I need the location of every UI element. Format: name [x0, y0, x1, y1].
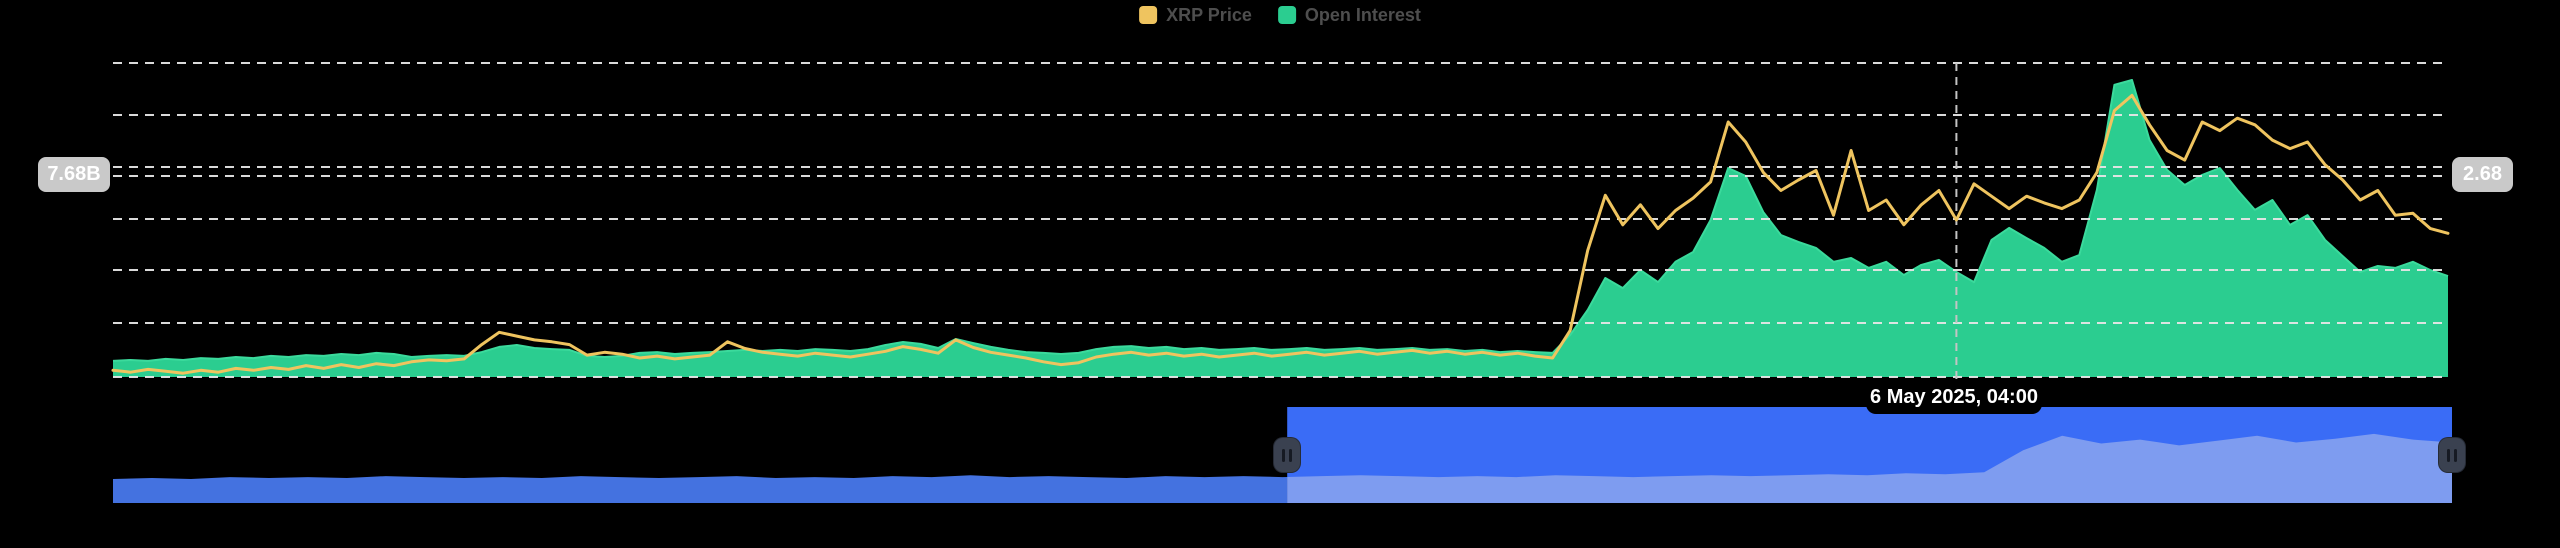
legend-item-xrp-price[interactable]: XRP Price [1139, 6, 1252, 24]
legend-label-open-interest: Open Interest [1304, 5, 1421, 25]
open-interest-swatch-icon [1277, 6, 1296, 24]
left-axis-value-badge: 7.68B [38, 157, 110, 192]
open-interest-area-edge [112, 79, 2449, 362]
xrp-price-line-series [111, 93, 2450, 375]
navigator-area-unselected[interactable] [113, 434, 2452, 503]
handle-grip-icon [2447, 448, 2450, 462]
legend-label-xrp-price: XRP Price [1166, 5, 1252, 25]
right-axis-value-badge: 2.68 [2452, 157, 2513, 192]
handle-grip-icon [1289, 448, 1292, 462]
navigator[interactable] [113, 407, 2452, 503]
horizontal-gridlines [113, 62, 2448, 378]
navigator-handle-right[interactable] [2439, 438, 2465, 472]
xrp-price-swatch-icon [1139, 6, 1158, 24]
crosshair-date-tooltip: 6 May 2025, 04:00 [1866, 381, 2042, 414]
legend: XRP Price Open Interest [1139, 6, 1421, 24]
handle-grip-icon [2454, 448, 2457, 462]
handle-grip-icon [1282, 448, 1285, 462]
open-interest-area-series [113, 80, 2448, 377]
navigator-handle-left[interactable] [1274, 438, 1300, 472]
navigator-area-selected[interactable] [113, 433, 2452, 503]
legend-item-open-interest[interactable]: Open Interest [1277, 5, 1421, 25]
